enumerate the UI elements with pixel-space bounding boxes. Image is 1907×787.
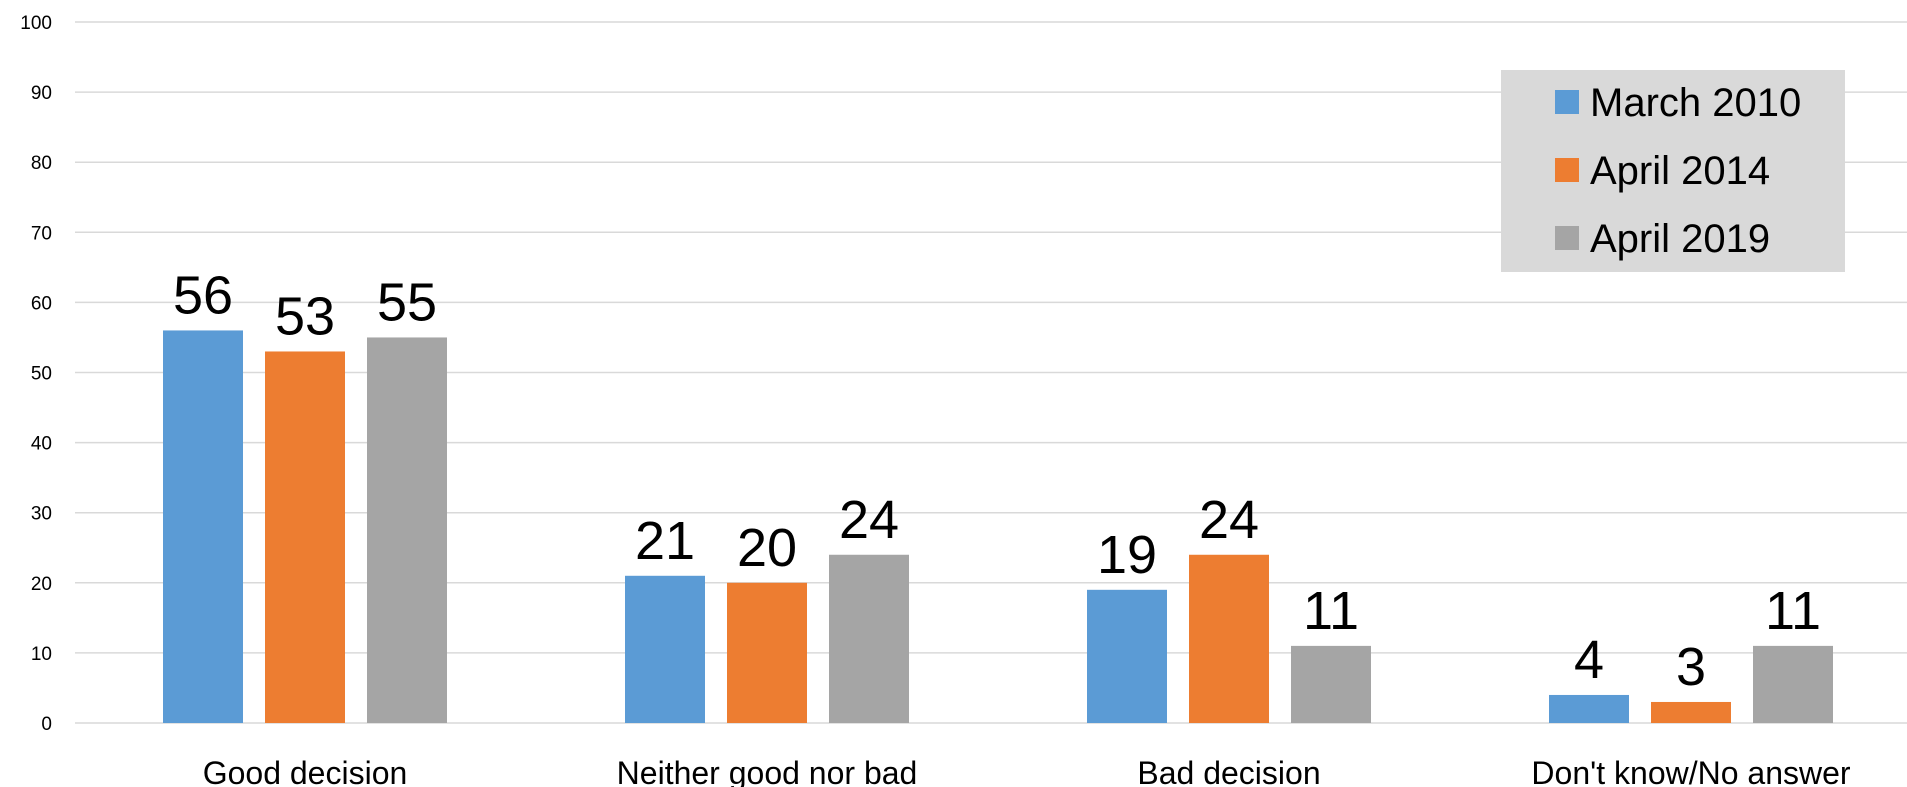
y-tick-label: 50 xyxy=(31,364,52,385)
data-label: 53 xyxy=(275,286,335,346)
x-category-label: Bad decision xyxy=(1137,755,1320,787)
bar xyxy=(829,554,909,723)
bar xyxy=(625,575,705,723)
bar xyxy=(1651,701,1731,723)
bar xyxy=(367,337,447,723)
y-tick-label: 10 xyxy=(31,644,52,665)
legend-swatch xyxy=(1555,226,1579,250)
data-label: 24 xyxy=(1199,490,1259,550)
data-label: 24 xyxy=(839,490,899,550)
bar xyxy=(1549,694,1629,723)
legend-entry: March 2010 xyxy=(1590,81,1801,125)
y-tick-label: 90 xyxy=(31,83,52,104)
y-tick-label: 20 xyxy=(31,574,52,595)
legend-swatch xyxy=(1555,158,1579,182)
bars xyxy=(163,330,1833,723)
y-axis-tick-labels: 0 10 20 30 40 50 60 70 80 90 100 xyxy=(20,13,52,735)
legend-entry: April 2019 xyxy=(1590,217,1770,261)
bar xyxy=(1753,645,1833,723)
data-label: 21 xyxy=(635,511,695,571)
data-label: 11 xyxy=(1765,581,1821,641)
data-labels: 56 53 55 21 20 24 19 24 11 4 3 11 xyxy=(173,265,1821,697)
y-tick-label: 40 xyxy=(31,434,52,455)
bar xyxy=(1189,554,1269,723)
legend-entry: April 2014 xyxy=(1590,149,1770,193)
y-tick-label: 60 xyxy=(31,293,52,314)
y-tick-label: 70 xyxy=(31,223,52,244)
data-label: 4 xyxy=(1574,630,1604,690)
legend: March 2010 April 2014 April 2019 xyxy=(1501,70,1845,272)
x-axis-category-labels: Good decision Neither good nor bad Bad dec… xyxy=(203,755,1851,787)
bar xyxy=(1291,645,1371,723)
data-label: 11 xyxy=(1303,581,1359,641)
x-category-label: Good decision xyxy=(203,755,408,787)
y-tick-label: 100 xyxy=(20,13,52,34)
data-label: 56 xyxy=(173,265,233,325)
x-category-label: Don't know/No answer xyxy=(1531,755,1850,787)
data-label: 3 xyxy=(1676,637,1706,697)
bar xyxy=(265,351,345,723)
data-label: 20 xyxy=(737,518,797,578)
data-label: 55 xyxy=(377,272,437,332)
x-category-label: Neither good nor bad xyxy=(617,755,918,787)
y-tick-label: 0 xyxy=(41,714,52,735)
legend-swatch xyxy=(1555,90,1579,114)
y-tick-label: 80 xyxy=(31,153,52,174)
bar xyxy=(727,582,807,723)
bar xyxy=(1087,589,1167,723)
data-label: 19 xyxy=(1097,525,1157,585)
y-tick-label: 30 xyxy=(31,504,52,525)
bar xyxy=(163,330,243,723)
